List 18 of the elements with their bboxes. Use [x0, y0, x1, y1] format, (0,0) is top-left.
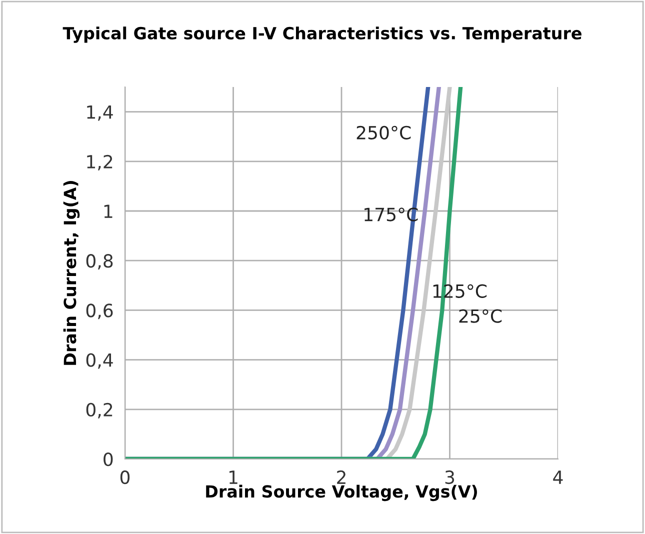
- y-axis-title: Drain Current, Ig(A): [63, 181, 80, 365]
- y-tick-label: 0,8: [86, 254, 113, 270]
- y-tick-label: 0,4: [86, 353, 113, 369]
- y-tick-label: 1,2: [87, 154, 112, 170]
- chart-title: Typical Gate source I-V Characteristics vs. Temperature: [62, 26, 582, 43]
- series-label: 250°C: [356, 126, 411, 140]
- y-tick-label: 1,4: [87, 105, 113, 121]
- series-label: 25°C: [459, 309, 502, 323]
- y-tick-label: 0,6: [86, 304, 113, 320]
- x-tick-label: 1: [229, 470, 238, 484]
- y-tick-label: 1: [104, 204, 112, 218]
- x-tick-label: 0: [120, 470, 130, 484]
- x-axis-title: Drain Source Voltage, Vgs(V): [206, 484, 477, 502]
- x-tick-label: 2: [337, 470, 346, 484]
- y-tick-label: 0,2: [86, 402, 112, 418]
- y-tick-label: 0: [104, 452, 113, 466]
- x-tick-label: 4: [553, 470, 563, 484]
- x-tick-label: 3: [445, 470, 454, 484]
